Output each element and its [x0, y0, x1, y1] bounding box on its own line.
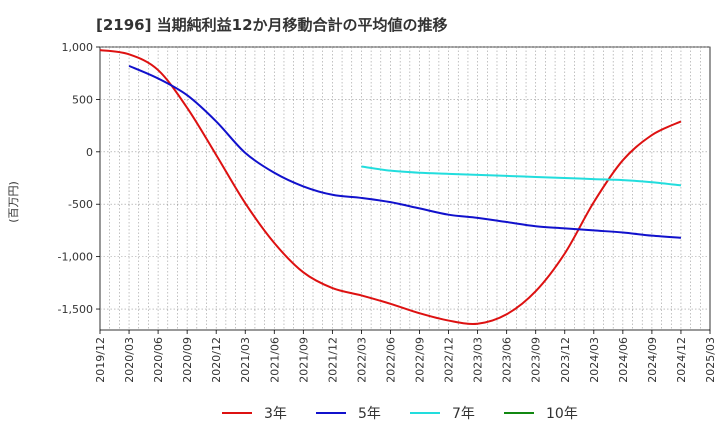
x-tick-label: 2024/12: [675, 337, 688, 383]
grid-lines: [100, 46, 710, 330]
x-tick-label: 2021/06: [268, 337, 281, 383]
x-tick-label: 2022/09: [414, 337, 427, 383]
legend-label: 10年: [546, 406, 578, 422]
x-tick-label: 2021/09: [297, 337, 310, 383]
y-tick-label: -1,000: [58, 251, 93, 264]
series-line-2: [128, 64, 682, 239]
legend: 3年 5年 7年 10年: [222, 406, 578, 422]
x-tick-label: 2022/06: [384, 337, 397, 383]
x-tick-label: 2023/03: [472, 337, 485, 383]
y-tick-label: 0: [86, 146, 93, 159]
x-tick-label: 2020/09: [181, 337, 194, 383]
y-tick-label: -1,500: [58, 303, 93, 316]
x-tick-label: 2024/03: [588, 337, 601, 383]
x-tick-label: 2025/03: [704, 337, 717, 383]
series-lines: [99, 49, 682, 325]
x-tick-label: 2020/06: [152, 337, 165, 383]
y-tick-label: 1,000: [62, 41, 94, 54]
y-axis: 1,000 500 0 -500 -1,000 -1,500: [58, 41, 100, 316]
series-line-3: [361, 165, 682, 187]
x-tick-label: 2024/09: [646, 337, 659, 383]
x-tick-label: 2023/12: [559, 337, 572, 383]
x-tick-label: 2022/03: [355, 337, 368, 383]
x-tick-label: 2021/12: [326, 337, 339, 383]
x-axis: 2019/12 2020/03 2020/06 2020/09 2020/12 2021/…: [94, 330, 717, 383]
x-tick-label: 2022/12: [443, 337, 456, 383]
legend-label: 5年: [358, 406, 381, 422]
x-tick-label: 2019/12: [94, 337, 107, 383]
x-tick-label: 2024/06: [617, 337, 630, 383]
chart-title: [2196] 当期純利益12か月移動合計の平均値の推移: [96, 16, 448, 34]
plot-area: [99, 46, 711, 331]
x-tick-label: 2023/09: [530, 337, 543, 383]
y-tick-label: 500: [72, 93, 93, 106]
legend-label: 3年: [264, 406, 287, 422]
x-tick-label: 2023/06: [501, 337, 514, 383]
x-tick-label: 2021/03: [239, 337, 252, 383]
series-line-1: [99, 49, 682, 325]
x-tick-label: 2020/12: [210, 337, 223, 383]
x-tick-label: 2020/03: [123, 337, 136, 383]
legend-label: 7年: [452, 406, 475, 422]
y-axis-label: (百万円): [7, 181, 20, 223]
y-tick-label: -500: [68, 198, 93, 211]
